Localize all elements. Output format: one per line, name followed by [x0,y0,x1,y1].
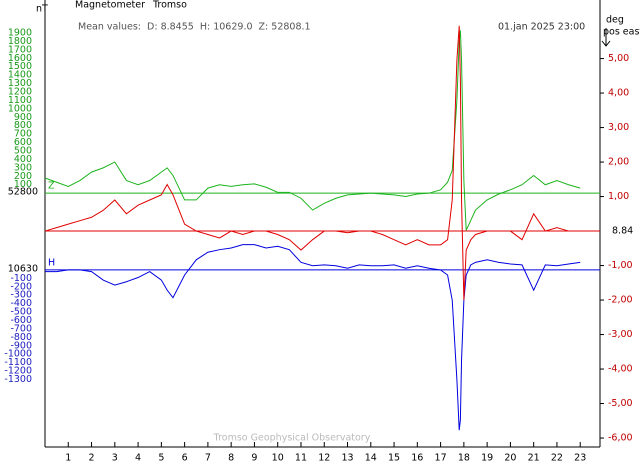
series-label: H [48,257,55,268]
footer: Tromso Geophysical Observatory [213,433,371,444]
y2-tick-label: 4,00 [608,88,629,99]
x-tick-label: 15 [388,453,400,463]
y-tick-label: 1900 [8,27,32,38]
y-tick-label: -300 [10,290,32,301]
x-tick-label: 17 [435,453,447,463]
x-tick-label: 8 [228,453,234,463]
x-tick-label: 23 [574,453,586,463]
x-tick-label: 11 [295,453,307,463]
x-tick-label: 1 [65,453,71,463]
x-tick-label: 16 [411,453,423,463]
series-label: Z [48,181,55,192]
y-tick-label: 300 [14,162,32,173]
y-tick-label: 900 [14,112,32,123]
y-tick-label: -1200 [4,366,32,377]
x-tick-label: 21 [528,453,540,463]
y-tick-label: 1300 [8,78,32,89]
y-tick-label: 1200 [8,86,32,97]
y-tick-label: -1100 [4,357,32,368]
timestamp: 01.jan 2025 23:00 [498,22,585,33]
arrow [601,28,611,47]
series-line [44,30,581,231]
y-tick-label: -600 [10,315,32,326]
x-tick-label: 13 [341,453,353,463]
y2-tick-label: 3,00 [608,122,629,133]
x-tick-label: 14 [365,453,377,463]
instrument: Magnetometer [75,0,145,11]
series-line [44,25,581,301]
y-tick-label: 1700 [8,44,32,55]
y-tick-label: -900 [10,340,32,351]
y-tick-label: 400 [14,154,32,165]
y2-tick-label: -1,00 [608,260,633,271]
x-tick-label: 20 [504,453,516,463]
x-tick-label: 5 [158,453,164,463]
y-tick-label: -100 [10,273,32,284]
x-tick-label: 2 [89,453,95,463]
y2-tick-label: -5,00 [608,398,633,409]
y2-tick-label: -2,00 [608,295,633,306]
baseline-label: 8.84 [612,226,633,237]
y2-tick-label: -4,00 [608,364,633,375]
x-tick-label: 18 [458,453,470,463]
unit-right: deg [606,15,624,26]
y-tick-label: -500 [10,307,32,318]
y-tick-label: 700 [14,129,32,140]
unit-left: nT [36,4,48,15]
y-tick-label: 1400 [8,70,32,81]
y2-tick-label: 2,00 [608,157,629,168]
y-tick-label: 1100 [8,95,32,106]
baseline-label: 52800 [8,187,38,198]
y2-tick-label: -3,00 [608,329,633,340]
y-tick-label: 1800 [8,36,32,47]
y2-tick-label: -6,00 [608,433,633,444]
y-tick-label: 100 [14,179,32,190]
x-tick-label: 12 [318,453,330,463]
y-tick-label: -700 [10,323,32,334]
y-tick-label: 800 [14,120,32,131]
y-tick-label: -1300 [4,374,32,385]
x-tick-label: 10 [272,453,284,463]
station: Tromso [152,0,187,11]
series-line [45,244,581,431]
x-tick-label: 19 [481,453,493,463]
y2-tick-label: 1,00 [608,191,629,202]
y2-tick-label: 5,00 [608,53,629,64]
y-tick-label: -800 [10,332,32,343]
y-tick-label: 1000 [8,103,32,114]
x-tick-label: 7 [205,453,211,463]
x-tick-label: 9 [251,453,257,463]
y-tick-label: -200 [10,281,32,292]
y-tick-label: 1500 [8,61,32,72]
y-tick-label: 500 [14,146,32,157]
x-tick-label: 4 [135,453,141,463]
y-tick-label: -400 [10,298,32,309]
baseline-label: 10630 [8,263,38,274]
x-tick-label: 22 [551,453,563,463]
x-tick-label: 3 [112,453,118,463]
y-tick-label: 200 [14,171,32,182]
x-tick-label: 6 [182,453,188,463]
y-tick-label: 600 [14,137,32,148]
mean-values: Mean values: D: 8.8455 H: 10629.0 Z: 528… [78,22,311,33]
y-tick-label: 1600 [8,53,32,64]
y-tick-label: -1000 [4,349,32,360]
unit-right-sub: pos east [603,27,640,38]
